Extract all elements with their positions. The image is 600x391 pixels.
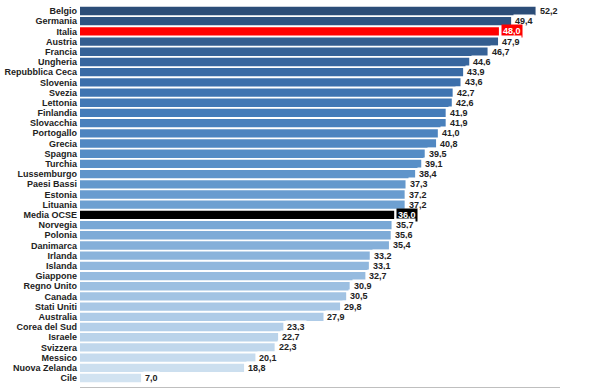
- svg-text:42,7: 42,7: [457, 88, 475, 98]
- svg-text:40,8: 40,8: [440, 139, 458, 149]
- svg-text:Islanda: Islanda: [46, 261, 78, 271]
- svg-text:30,9: 30,9: [354, 281, 372, 291]
- svg-text:Belgio: Belgio: [49, 6, 77, 16]
- svg-text:35,7: 35,7: [396, 220, 414, 230]
- svg-text:Turchia: Turchia: [45, 159, 78, 169]
- svg-text:Canada: Canada: [44, 292, 78, 302]
- svg-text:Lussemburgo: Lussemburgo: [17, 169, 77, 179]
- svg-text:Finlandia: Finlandia: [37, 108, 77, 118]
- svg-text:Lituania: Lituania: [42, 200, 77, 210]
- svg-text:Ungheria: Ungheria: [38, 57, 78, 67]
- svg-text:52,2: 52,2: [540, 6, 558, 16]
- svg-text:Portogallo: Portogallo: [33, 128, 78, 138]
- svg-text:23,3: 23,3: [287, 322, 305, 332]
- svg-text:Slovacchia: Slovacchia: [30, 118, 78, 128]
- svg-text:41,9: 41,9: [450, 108, 468, 118]
- svg-text:Norvegia: Norvegia: [38, 220, 78, 230]
- svg-text:Giappone: Giappone: [35, 271, 77, 281]
- svg-text:39,5: 39,5: [429, 149, 447, 159]
- svg-text:39,1: 39,1: [425, 159, 443, 169]
- svg-text:35,6: 35,6: [395, 230, 413, 240]
- svg-text:27,9: 27,9: [327, 312, 345, 322]
- svg-text:Australia: Australia: [38, 312, 78, 322]
- svg-text:Media OCSE: Media OCSE: [23, 210, 77, 220]
- svg-text:43,6: 43,6: [465, 77, 483, 87]
- svg-text:18,8: 18,8: [248, 363, 266, 373]
- svg-text:Svezia: Svezia: [49, 88, 78, 98]
- svg-text:Corea del Sud: Corea del Sud: [16, 322, 77, 332]
- svg-text:42,6: 42,6: [456, 98, 474, 108]
- svg-text:43,9: 43,9: [467, 67, 485, 77]
- svg-text:Francia: Francia: [45, 47, 78, 57]
- svg-text:Paesi Bassi: Paesi Bassi: [27, 179, 77, 189]
- svg-text:Austria: Austria: [46, 37, 78, 47]
- svg-text:Repubblica Ceca: Repubblica Ceca: [4, 67, 78, 77]
- svg-text:29,8: 29,8: [344, 302, 362, 312]
- svg-text:41,9: 41,9: [450, 118, 468, 128]
- svg-text:47,9: 47,9: [502, 37, 520, 47]
- svg-text:Irlanda: Irlanda: [47, 251, 78, 261]
- svg-text:20,1: 20,1: [259, 353, 277, 363]
- svg-text:Lettonia: Lettonia: [42, 98, 78, 108]
- svg-text:Cile: Cile: [60, 373, 77, 383]
- svg-text:Nuova Zelanda: Nuova Zelanda: [13, 363, 78, 373]
- svg-text:Grecia: Grecia: [49, 139, 78, 149]
- svg-text:30,5: 30,5: [350, 291, 368, 301]
- svg-text:48,0: 48,0: [503, 26, 521, 36]
- svg-text:Messico: Messico: [41, 353, 77, 363]
- svg-text:37,2: 37,2: [409, 200, 427, 210]
- svg-text:Polonia: Polonia: [44, 230, 77, 240]
- svg-text:36,0: 36,0: [398, 210, 416, 220]
- svg-text:Danimarca: Danimarca: [31, 241, 78, 251]
- svg-text:Slovenia: Slovenia: [40, 78, 78, 88]
- svg-text:38,4: 38,4: [419, 169, 437, 179]
- svg-text:Italia: Italia: [56, 27, 78, 37]
- svg-text:Israele: Israele: [48, 332, 77, 342]
- svg-text:22,3: 22,3: [279, 342, 297, 352]
- svg-text:22,7: 22,7: [282, 332, 300, 342]
- svg-text:46,7: 46,7: [492, 47, 510, 57]
- svg-text:41,0: 41,0: [442, 128, 460, 138]
- svg-text:33,2: 33,2: [374, 251, 392, 261]
- svg-text:Spagna: Spagna: [44, 149, 78, 159]
- svg-text:33,1: 33,1: [373, 261, 391, 271]
- svg-text:7,0: 7,0: [145, 373, 158, 383]
- svg-text:Stati Uniti: Stati Uniti: [35, 302, 77, 312]
- svg-text:Estonia: Estonia: [44, 190, 78, 200]
- svg-text:32,7: 32,7: [369, 271, 387, 281]
- svg-text:37,2: 37,2: [409, 190, 427, 200]
- svg-text:Germania: Germania: [35, 16, 78, 26]
- svg-text:49,4: 49,4: [515, 16, 533, 26]
- svg-text:Regno Unito: Regno Unito: [24, 281, 78, 291]
- svg-text:37,3: 37,3: [410, 179, 428, 189]
- svg-text:44,6: 44,6: [473, 57, 491, 67]
- svg-text:Svizzera: Svizzera: [41, 343, 78, 353]
- svg-text:35,4: 35,4: [393, 240, 411, 250]
